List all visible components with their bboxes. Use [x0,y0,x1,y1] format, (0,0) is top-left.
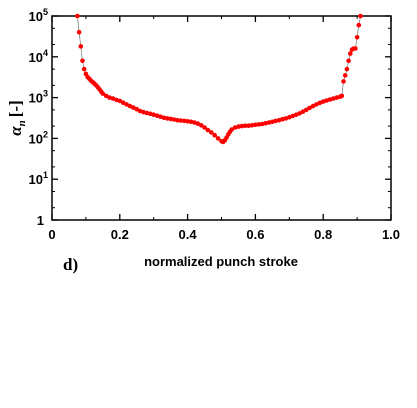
data-point [354,35,360,40]
data-point [310,103,316,109]
data-point [256,122,262,127]
data-point [356,22,362,28]
plot-frame [51,15,392,221]
y-axis-label: αn [-] [6,100,28,136]
data-point [202,125,207,130]
data-point [215,136,221,141]
data-layer [75,13,363,145]
data-point [304,107,309,113]
data-point [81,66,87,72]
y-axis-label-symbol: α [6,126,25,136]
x-tick-label: 0.2 [111,227,129,242]
x-tick-label: 0 [48,227,55,242]
data-point [212,132,217,138]
data-point [100,91,106,96]
data-point [297,111,302,116]
data-point [239,123,245,129]
data-point [249,123,255,128]
data-point [342,73,348,78]
data-point [358,13,363,19]
panel-label: d) [63,255,78,274]
data-point [185,119,190,124]
data-point [253,122,258,128]
y-axis-label-unit: [-] [6,100,25,117]
data-point [229,127,234,132]
data-point [346,58,351,64]
x-tick-label: 0.4 [179,227,198,242]
series-line [77,15,361,143]
data-point [300,109,306,114]
data-point [168,116,173,122]
data-point [178,118,184,123]
data-point [348,51,353,56]
data-point [76,29,82,35]
y-tick-label: 104 [29,48,48,65]
ticks-layer: 0 0.2 0.4 0.6 0.8 1.0 1 101 102 103 104 105 [29,7,401,242]
data-point [75,13,80,19]
data-point [78,44,84,49]
y-tick-label: 101 [29,170,48,187]
data-point [120,100,126,105]
data-point [103,93,109,99]
y-tick-label: 103 [29,89,48,106]
y-axis-label-subscript: n [16,120,28,126]
data-point [195,121,201,126]
data-point [341,79,346,84]
data-point [209,130,214,135]
data-point [246,123,251,128]
x-tick-label: 0.6 [246,227,264,242]
y-tick-label: 1 [37,213,44,228]
data-point [205,127,211,133]
data-point [339,93,345,99]
y-tick-label: 102 [29,129,48,146]
data-point [117,98,123,104]
data-point [353,46,358,51]
data-point [124,102,129,107]
data-point [198,123,204,128]
x-tick-label: 0.8 [314,227,332,242]
data-point [242,123,248,128]
data-point [175,117,180,123]
x-tick-label: 1.0 [382,227,400,242]
data-point [80,58,85,64]
data-point [181,118,187,124]
x-axis-label: normalized punch stroke [144,254,298,269]
data-point [344,66,350,72]
y-tick-label: 105 [29,7,48,24]
data-point [161,115,167,121]
data-point [307,105,312,111]
